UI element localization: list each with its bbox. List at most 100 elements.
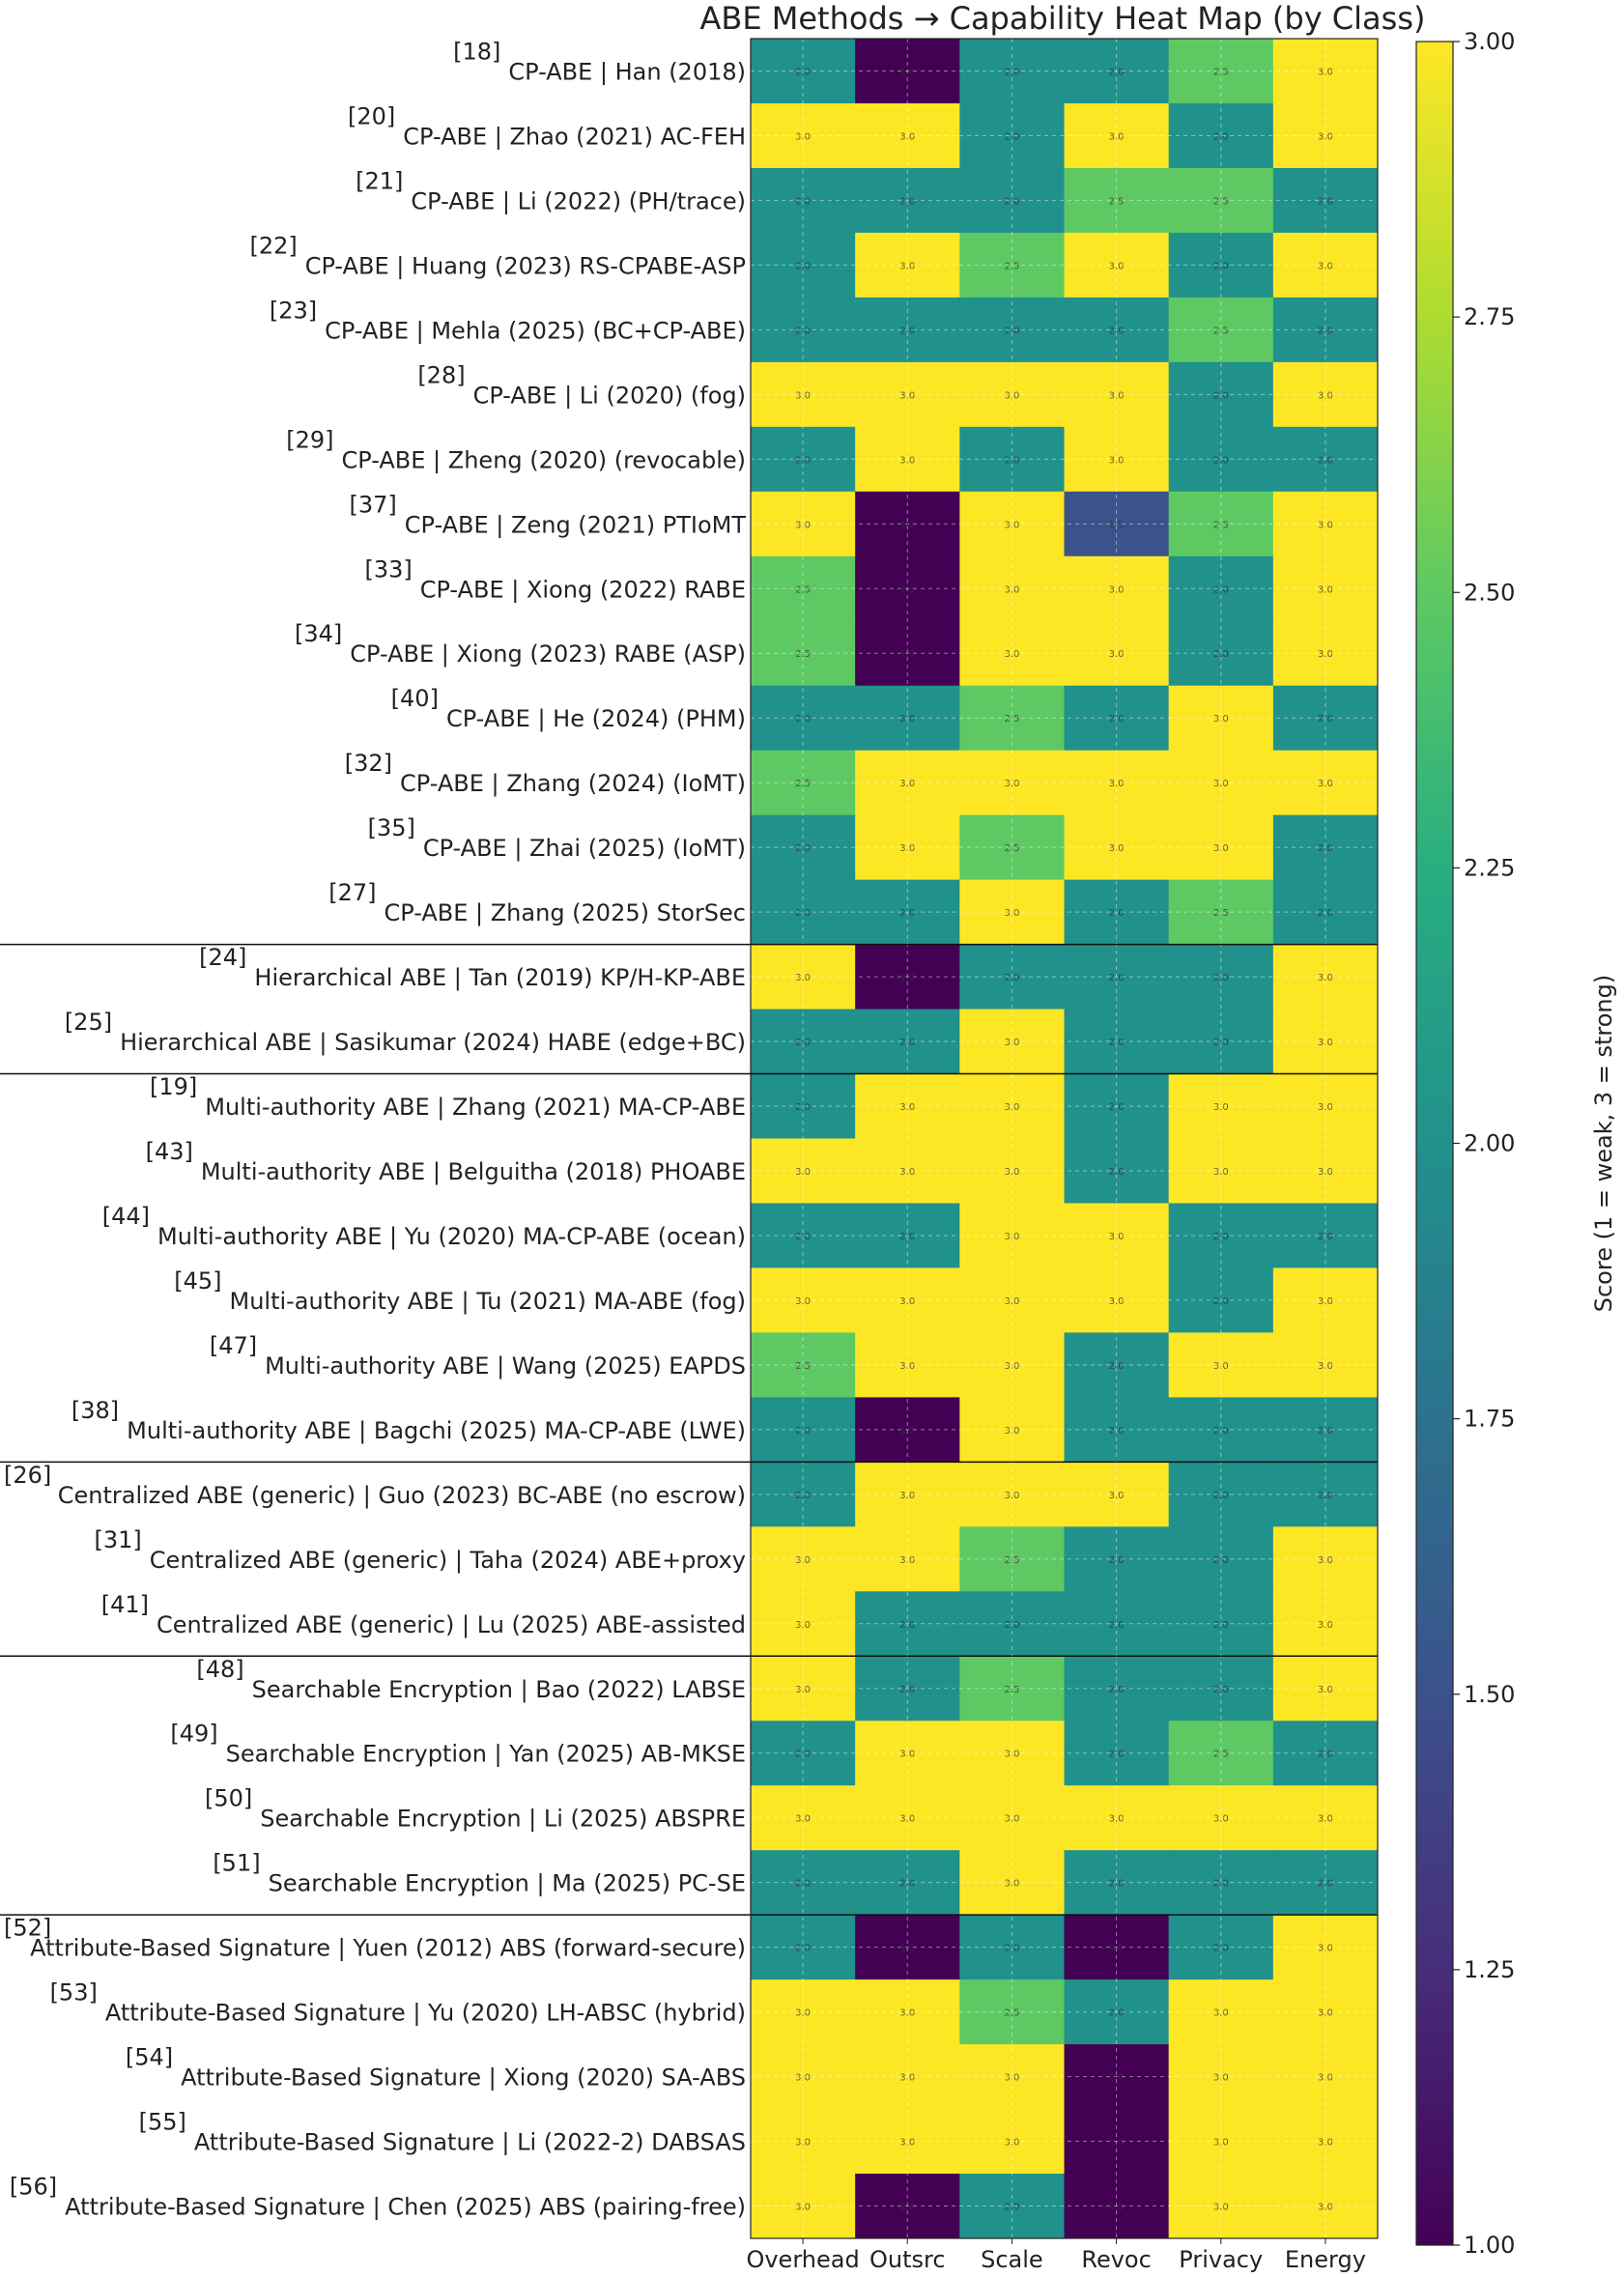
- heatmap-cell: [1272, 1785, 1379, 1851]
- heatmap-cell: [751, 426, 856, 493]
- reference-label: [41]: [101, 1591, 149, 1618]
- heatmap-cell: [751, 167, 856, 234]
- heatmap-cell: [751, 361, 856, 428]
- cell-value: 1.0: [1109, 2203, 1125, 2213]
- cell-value: 2.0: [1004, 455, 1019, 466]
- cell-value: 3.0: [1213, 779, 1229, 789]
- cell-value: 3.0: [795, 131, 811, 142]
- cell-value: 2.0: [1213, 1491, 1229, 1501]
- cell-value: 1.0: [1109, 2138, 1125, 2149]
- reference-label: [51]: [213, 1850, 260, 1877]
- heatmap-cell: [959, 232, 1065, 299]
- cell-value: 1.0: [1109, 1944, 1125, 1954]
- heatmap-cell: [855, 2174, 960, 2239]
- cell-value: 2.5: [1213, 908, 1229, 919]
- heatmap-cell: [959, 1203, 1065, 1268]
- row-label: Searchable Encryption | Ma (2025) PC-SE: [269, 1870, 746, 1897]
- cell-value: 2.0: [1109, 1038, 1125, 1048]
- heatmap-cell: [1272, 2109, 1379, 2175]
- heatmap-cell: [751, 944, 856, 1010]
- heatmap-cell: [1168, 167, 1274, 234]
- row-label: Attribute-Based Signature | Yuen (2012) …: [30, 1935, 746, 1962]
- heatmap-cell: [1168, 361, 1274, 428]
- row-label: Centralized ABE (generic) | Lu (2025) AB…: [157, 1611, 746, 1638]
- cell-value: 2.0: [1109, 1685, 1125, 1695]
- cell-value: 3.0: [795, 1685, 811, 1695]
- heatmap-cell: [1168, 232, 1274, 299]
- heatmap-cell: [959, 1915, 1065, 1980]
- cell-value: 2.0: [1004, 131, 1019, 142]
- heatmap-cell: [1272, 1656, 1379, 1722]
- reference-label: [44]: [102, 1203, 150, 1230]
- cell-value: 2.0: [1004, 67, 1019, 77]
- heatmap-cell: [1168, 2174, 1274, 2239]
- heatmap-cell: [751, 2044, 856, 2110]
- heatmap-cell: [1064, 102, 1170, 169]
- cell-value: 3.0: [1004, 1361, 1019, 1372]
- heatmap-cell: [855, 361, 960, 428]
- row-label: CP-ABE | Zhang (2025) StorSec: [385, 899, 746, 926]
- row-label: Centralized ABE (generic) | Guo (2023) B…: [58, 1482, 746, 1509]
- cell-value: 3.0: [1004, 584, 1019, 595]
- cell-value: 2.5: [1213, 67, 1229, 77]
- heatmap-cell: [855, 1785, 960, 1851]
- heatmap-cell: [1272, 1009, 1379, 1075]
- cell-value: 2.0: [1109, 1620, 1125, 1631]
- row-label: Attribute-Based Signature | Xiong (2020)…: [181, 2064, 746, 2092]
- grid-lines: [751, 39, 1378, 2238]
- colorbar-tick-label: 1.25: [1464, 1956, 1515, 1983]
- heatmap-cell: [855, 426, 960, 493]
- cell-value: 1.0: [1109, 2073, 1125, 2084]
- cell-value: 2.0: [1213, 1296, 1229, 1307]
- heatmap-cell: [1064, 814, 1170, 881]
- heatmap-cell: [751, 1397, 856, 1463]
- heatmap-cell: [959, 1267, 1065, 1333]
- cell-value: 3.0: [1318, 779, 1333, 789]
- heatmap-cell: [1272, 2044, 1379, 2110]
- heatmap-cell: [1272, 1267, 1379, 1333]
- heatmap-cell: [1064, 1073, 1170, 1139]
- cell-value: 3.0: [1109, 584, 1125, 595]
- class-separators: [0, 943, 1378, 1916]
- cell-value: 2.5: [1213, 326, 1229, 336]
- reference-label: [31]: [95, 1526, 142, 1553]
- heatmap-cell: [1168, 1462, 1274, 1527]
- heatmap-cell: [751, 1138, 856, 1204]
- reference-label: [34]: [295, 620, 342, 647]
- cell-value: 3.0: [1318, 2203, 1333, 2213]
- cell-value: 3.0: [899, 2138, 915, 2149]
- heatmap-cell: [1168, 1979, 1274, 2045]
- heatmap-cell: [751, 1915, 856, 1980]
- heatmap-cell: [959, 2109, 1065, 2175]
- cell-value: 2.0: [1109, 714, 1125, 725]
- cell-value: 2.0: [1318, 1232, 1333, 1242]
- reference-label: [49]: [170, 1721, 217, 1748]
- cell-value: 3.0: [795, 1814, 811, 1825]
- heatmap-cell: [1272, 814, 1379, 881]
- heatmap-cell: [959, 685, 1065, 752]
- heatmap-cell: [855, 750, 960, 816]
- heatmap-cell: [1064, 1332, 1170, 1398]
- cell-value: 2.0: [1213, 131, 1229, 142]
- reference-label: [33]: [364, 555, 412, 583]
- heatmap-cell: [1064, 491, 1170, 557]
- heatmap-cell: [1272, 39, 1379, 104]
- heatmap-cell: [959, 167, 1065, 234]
- heatmap-cell: [1272, 620, 1379, 687]
- heatmap-cell: [1168, 555, 1274, 622]
- row-label: Searchable Encryption | Yan (2025) AB-MK…: [226, 1741, 746, 1768]
- cell-value: 1.0: [899, 584, 915, 595]
- heatmap-cell: [959, 361, 1065, 428]
- cell-value: 2.0: [1318, 455, 1333, 466]
- cell-value: 3.0: [1004, 2138, 1019, 2149]
- heatmap-cell: [855, 1721, 960, 1786]
- heatmap-cell: [1064, 1785, 1170, 1851]
- heatmap-cell: [1064, 1397, 1170, 1463]
- cell-value: 1.0: [899, 973, 915, 983]
- heatmap-cell: [959, 297, 1065, 363]
- heatmap-cell: [1064, 297, 1170, 363]
- heatmap-cell: [1064, 1656, 1170, 1722]
- column-label: Outsrc: [869, 2246, 946, 2273]
- cell-value: 3.0: [1004, 1814, 1019, 1825]
- cell-value: 1.0: [899, 67, 915, 77]
